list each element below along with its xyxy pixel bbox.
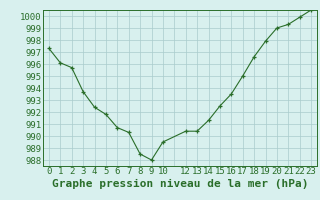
X-axis label: Graphe pression niveau de la mer (hPa): Graphe pression niveau de la mer (hPa): [52, 179, 308, 189]
